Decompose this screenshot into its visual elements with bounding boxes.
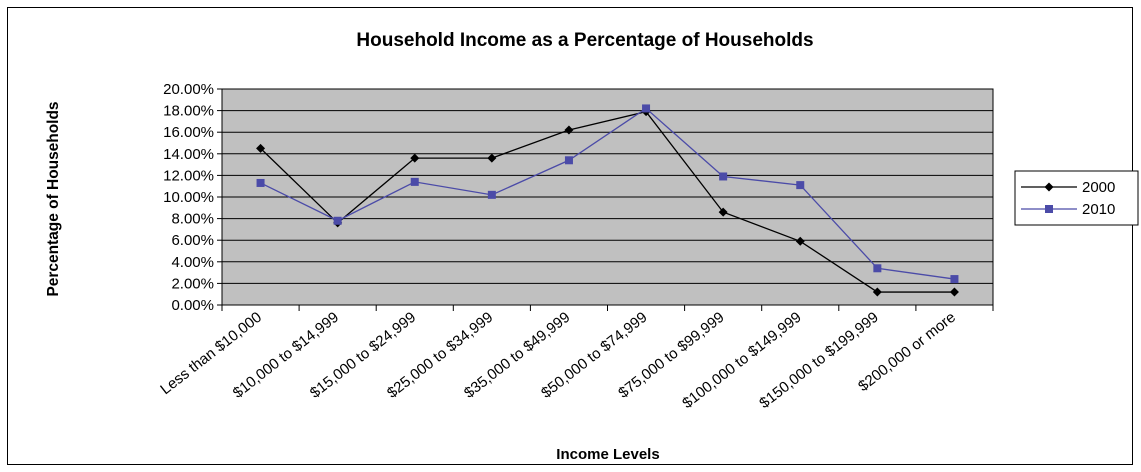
legend-marker-2000: [1044, 182, 1054, 192]
y-tick-label: 18.00%: [163, 103, 214, 120]
data-point-2000: [795, 236, 805, 246]
data-point-2010: [333, 216, 342, 225]
y-tick-label: 20.00%: [163, 81, 214, 98]
y-tick-label: 16.00%: [163, 124, 214, 141]
y-tick-label: 10.00%: [163, 189, 214, 206]
data-point-2000: [410, 153, 420, 163]
legend-marker-2010: [1045, 205, 1053, 213]
data-point-2000: [564, 125, 574, 135]
data-point-2010: [873, 264, 882, 273]
plot-area: 0.00% 2.00% 4.00% 6.00% 8.00% 10.00% 12.00% 14.…: [157, 81, 994, 412]
y-tick-label: 0.00%: [171, 297, 214, 314]
chart-title: Household Income as a Percentage of Hous…: [356, 30, 813, 51]
data-point-2000: [949, 287, 959, 297]
y-axis-title: Percentage of Households: [45, 101, 62, 296]
x-axis-title: Income Levels: [556, 446, 659, 463]
y-tick-label: 8.00%: [171, 211, 214, 228]
y-tick-label: 6.00%: [171, 232, 214, 249]
y-tick-label: 2.00%: [171, 275, 214, 292]
series-line-2010: [260, 107, 955, 280]
y-tick-label: 14.00%: [163, 146, 214, 163]
data-point-2010: [719, 172, 728, 181]
y-tick-label: 12.00%: [163, 167, 214, 184]
legend: 2000 2010: [1014, 170, 1139, 226]
legend-box: [1014, 170, 1139, 226]
data-point-2010: [410, 177, 419, 186]
data-point-2010: [256, 178, 265, 187]
data-point-2010: [950, 275, 959, 284]
data-point-2010: [487, 190, 496, 199]
legend-label-2000: 2000: [1082, 179, 1115, 196]
series-line-2000: [260, 110, 955, 293]
y-tick-label: 4.00%: [171, 254, 214, 271]
data-point-2000: [487, 153, 497, 163]
data-point-2000: [872, 287, 882, 297]
data-point-2000: [256, 143, 266, 153]
data-point-2010: [796, 181, 805, 190]
legend-label-2010: 2010: [1082, 201, 1115, 218]
data-point-2000: [718, 207, 728, 217]
data-point-2010: [564, 156, 573, 165]
data-point-2010: [642, 104, 651, 113]
